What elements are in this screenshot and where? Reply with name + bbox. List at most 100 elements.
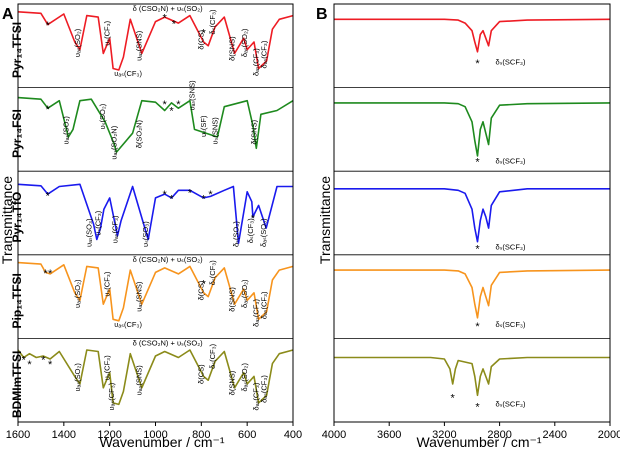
- b-annotation-1: *: [475, 58, 480, 70]
- b-x-tick-label-2: 3200: [432, 429, 456, 441]
- a-annotation-49: δ(CS): [197, 280, 206, 300]
- a-x-tick-label-2: 1200: [97, 429, 121, 441]
- a-annotation-25: υₛ(SNS): [210, 117, 219, 145]
- a-annotation-63: υₐₛ(SNS): [135, 365, 144, 396]
- a-annotation-62: υₐₛ(CF₃): [107, 382, 116, 410]
- panel-a-y-axis-label: Transmittance: [0, 176, 15, 264]
- a-series-line-4: [17, 349, 294, 406]
- a-annotation-19: υₐₛ(SO₂): [61, 116, 70, 145]
- a-annotation-61: υₛ(CF₃): [103, 355, 112, 380]
- a-annotation-31: *: [201, 193, 206, 205]
- panel-b: B Transmittance Wavenumber / cm⁻¹ δₛ(SCF…: [316, 3, 620, 450]
- a-annotation-66: δ(SNS): [228, 370, 237, 395]
- a-series-line-0: [17, 11, 294, 71]
- a-annotation-55: δ (CSO₂N) + υₛ(SO₂): [133, 338, 204, 347]
- a-annotation-10: δₛ(CF₃): [208, 9, 217, 35]
- a-annotation-12: δₐₛ(SO₂): [240, 28, 249, 57]
- a-annotation-3: *: [172, 19, 177, 31]
- a-annotation-38: δₛ(SO₃): [231, 221, 240, 247]
- b-annotation-0: δₛ(SCF₃): [495, 58, 526, 67]
- a-annotation-21: υₐₛ(SO₂N): [110, 125, 119, 159]
- a-annotation-27: *: [46, 190, 51, 202]
- a-annotation-13: δₐₛ(CF₃): [252, 48, 261, 76]
- a-annotation-32: *: [208, 189, 213, 201]
- a-x-tick-label-3: 1000: [143, 429, 167, 441]
- a-annotation-17: *: [169, 105, 174, 117]
- a-annotation-4: *: [201, 28, 206, 40]
- a-series-name-3: Pip₁₄TFSI: [10, 273, 24, 328]
- a-x-tick-label-6: 400: [284, 429, 302, 441]
- b-annotation-7: *: [475, 321, 480, 333]
- a-x-tick-label-1: 1400: [52, 429, 76, 441]
- a-annotation-64: δ(CS): [197, 364, 206, 384]
- b-x-tick-label-4: 2400: [543, 429, 567, 441]
- a-series-name-4: BDMImTFSI: [10, 351, 24, 418]
- a-annotation-56: *: [22, 355, 27, 367]
- a-annotation-67: δₐₛ(SO₂): [240, 363, 249, 392]
- a-x-tick-label-0: 1600: [6, 429, 30, 441]
- b-series-line-0: [334, 18, 611, 53]
- a-annotation-36: υₐₛ(CF₃): [110, 215, 119, 243]
- a-annotation-23: υₐₛ(SNS): [187, 80, 196, 111]
- a-annotation-50: δₛ(CF₃): [208, 260, 217, 286]
- a-annotation-24: υₛ(SF): [199, 115, 208, 137]
- a-annotation-7: υₐₛ(CF₃): [114, 69, 142, 78]
- panel-b-label: B: [316, 6, 328, 23]
- b-series-line-3: [334, 269, 611, 319]
- panel-a-x-axis-label: Wavenumber / cm⁻¹: [99, 434, 224, 450]
- a-annotation-14: δₐₛ(CF₃): [260, 40, 269, 68]
- panel-b-x-axis-label: Wavenumber / cm⁻¹: [416, 434, 541, 450]
- a-annotation-47: υₐₛ(CF₃): [114, 320, 142, 329]
- a-annotation-37: υₛ(SO₃): [141, 221, 150, 247]
- a-annotation-28: *: [163, 189, 168, 201]
- a-annotation-15: *: [46, 104, 51, 116]
- panel-a-label: A: [2, 6, 14, 23]
- a-annotation-2: *: [163, 13, 168, 25]
- a-annotation-54: δₐₛ(CF₃): [260, 291, 269, 319]
- a-annotation-6: υₛ(CF₃): [103, 20, 112, 45]
- a-series-name-1: Pyr₁₄FSI: [10, 109, 24, 158]
- b-annotation-2: δₛ(SCF₃): [495, 156, 526, 165]
- a-annotation-39: δₛ(CF₃): [246, 218, 255, 244]
- a-annotation-44: *: [201, 279, 206, 291]
- a-annotation-30: *: [188, 187, 193, 199]
- b-x-tick-label-5: 2000: [598, 429, 620, 441]
- a-series-name-0: Pyr₁₄TFSI: [10, 22, 24, 78]
- a-annotation-43: *: [48, 268, 53, 280]
- a-annotation-26: δ(SNS): [249, 119, 258, 144]
- b-annotation-9: *: [475, 401, 480, 413]
- a-annotation-65: δₛ(CF₃): [208, 343, 217, 369]
- a-annotation-68: δₐₛ(CF₃): [252, 382, 261, 410]
- b-x-tick-label-0: 4000: [322, 429, 346, 441]
- b-x-tick-label-1: 3600: [377, 429, 401, 441]
- a-series-name-2: Pyr₁₄TfO: [10, 192, 24, 243]
- panel-b-plot: δₛ(SCF₃) * δₛ(SCF₃) * δₛ(SCF₃) * δₛ(SCF₃) * δₛ(S…: [322, 3, 620, 441]
- a-annotation-22: δ(SO₂N): [135, 119, 144, 148]
- a-annotation-58: *: [41, 355, 46, 367]
- b-series-line-1: [334, 102, 611, 157]
- b-annotation-8: δₛ(SCF₃): [495, 400, 526, 409]
- a-annotation-51: δ(SNS): [228, 287, 237, 312]
- a-series-line-1: [17, 96, 294, 153]
- a-annotation-69: δₐₛ(CF₃): [260, 375, 269, 403]
- a-annotation-34: υₐₛ(SO₃): [84, 218, 93, 247]
- a-x-tick-label-5: 600: [238, 429, 256, 441]
- a-annotation-0: δ (CSO₂N) + υₛ(SO₂): [133, 4, 204, 13]
- a-annotation-41: δ (CSO₂N) + υₛ(SO₂): [133, 255, 204, 264]
- b-annotation-10: *: [451, 392, 456, 404]
- a-series-line-3: [17, 261, 294, 322]
- b-series-line-4: [334, 356, 610, 397]
- a-annotation-18: *: [176, 99, 181, 111]
- b-plot-frame: [333, 3, 611, 423]
- a-annotation-46: υₛ(CF₃): [103, 271, 112, 296]
- a-x-tick-label-4: 800: [192, 429, 210, 441]
- b-series-line-2: [334, 188, 610, 243]
- a-annotation-53: δₐₛ(CF₃): [252, 299, 261, 327]
- a-annotation-48: υₐₛ(SNS): [135, 281, 144, 312]
- a-annotation-20: υₛ(SO₂): [98, 103, 107, 129]
- a-annotation-1: *: [46, 20, 51, 32]
- panel-a: A Transmittance Wavenumber / cm⁻¹ Pyr₁₄T…: [0, 3, 302, 450]
- a-annotation-40: δₐₛ(SO₃): [259, 218, 268, 247]
- a-annotation-52: δₐₛ(SO₂): [240, 279, 249, 308]
